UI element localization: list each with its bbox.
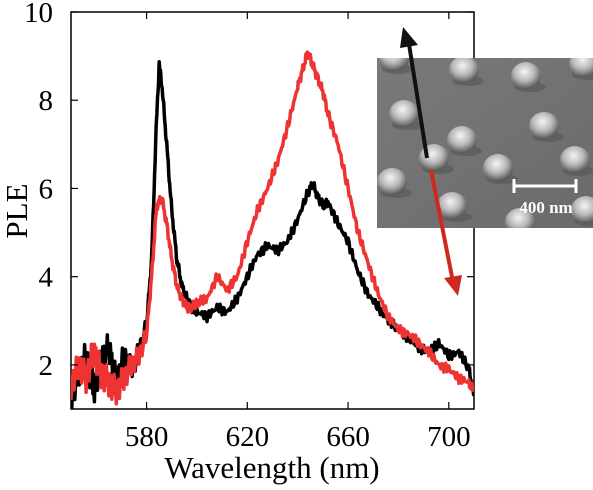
y-tick-label-2: 2 bbox=[39, 350, 54, 382]
x-tick-label-580: 580 bbox=[125, 421, 169, 453]
y-tick-label-10: 10 bbox=[24, 0, 53, 29]
arrow-down-head bbox=[444, 275, 462, 296]
sem-pillar bbox=[447, 126, 477, 154]
arrow-up-head bbox=[400, 27, 418, 48]
sem-pillar bbox=[529, 112, 559, 140]
sem-pillar-group bbox=[560, 146, 593, 176]
sem-pillar-group bbox=[569, 58, 593, 80]
y-tick-label-8: 8 bbox=[39, 85, 54, 117]
sem-pillar bbox=[377, 168, 407, 196]
sem-pillar-group bbox=[449, 58, 484, 86]
scalebar-label: 400 nm bbox=[519, 198, 572, 217]
sem-pillar-group bbox=[511, 62, 546, 92]
sem-pillar-group bbox=[377, 168, 412, 198]
sem-inset: 400 nm bbox=[377, 58, 593, 238]
sem-pillar-group bbox=[379, 58, 414, 74]
sem-pillar-group bbox=[505, 208, 540, 238]
sem-pillar bbox=[437, 192, 467, 220]
series-line-2 bbox=[71, 50, 474, 406]
arrow-up-line bbox=[407, 43, 429, 159]
sem-pillar bbox=[560, 146, 590, 174]
sem-pillar bbox=[389, 100, 419, 128]
sem-pillar bbox=[571, 196, 593, 224]
sem-pillar-group bbox=[571, 196, 593, 226]
x-tick-label-700: 700 bbox=[427, 421, 471, 453]
sem-pillar-group bbox=[529, 112, 564, 142]
sem-pillar-group bbox=[483, 154, 518, 184]
sem-pillar bbox=[505, 208, 535, 228]
pillar-layer bbox=[377, 58, 593, 238]
sem-pillar bbox=[483, 154, 513, 182]
y-axis-label: PLE bbox=[0, 183, 34, 238]
sem-pillar bbox=[449, 58, 479, 84]
sem-image-background bbox=[377, 58, 593, 228]
x-axis-label: Wavelength (nm) bbox=[164, 450, 379, 485]
y-tick-label-4: 4 bbox=[39, 262, 54, 294]
sem-pillar bbox=[379, 58, 409, 72]
sem-pillar-group bbox=[389, 100, 424, 130]
y-tick-label-6: 6 bbox=[39, 173, 54, 205]
sem-pillar-group bbox=[437, 192, 472, 222]
sem-pillar bbox=[511, 62, 541, 90]
x-tick-label-620: 620 bbox=[226, 421, 270, 453]
arrow-down-line bbox=[429, 169, 455, 283]
tick-layer: 580 620 660 700 2 4 6 8 10 bbox=[24, 0, 474, 453]
x-tick-label-660: 660 bbox=[326, 421, 370, 453]
sem-pillar bbox=[569, 58, 593, 78]
series-layer bbox=[71, 50, 474, 409]
sem-pillar-shadow bbox=[508, 228, 540, 238]
sem-pillar-group bbox=[447, 126, 482, 156]
polarization-arrows bbox=[400, 27, 462, 296]
